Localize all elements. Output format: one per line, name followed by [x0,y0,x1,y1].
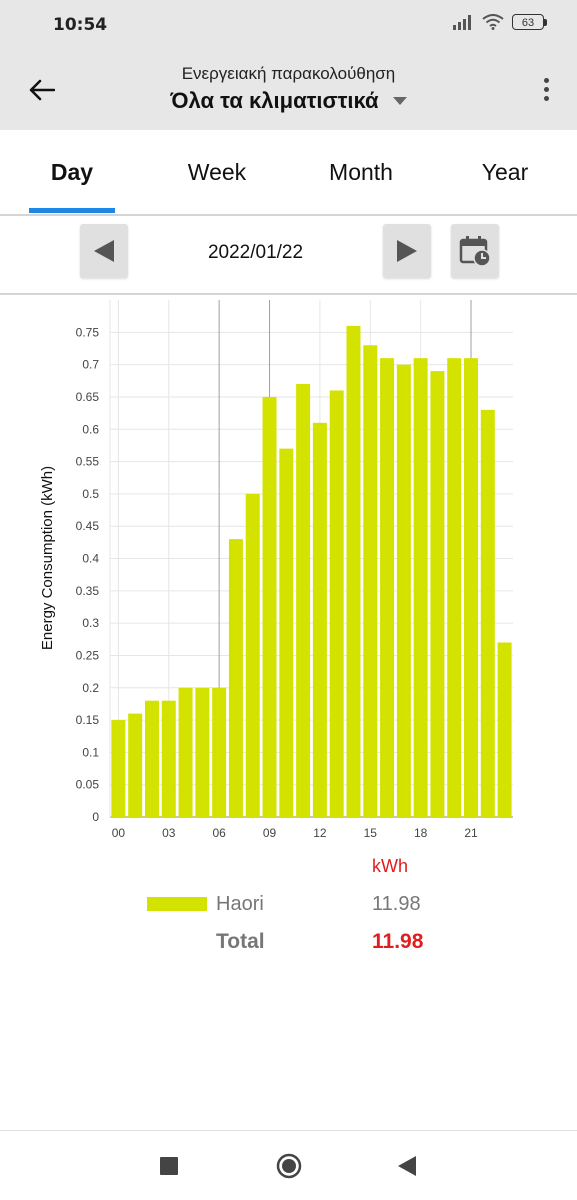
y-tick-label: 0.1 [82,745,99,759]
x-tick-label: 18 [414,826,428,840]
x-tick-label: 03 [162,826,176,840]
y-axis-label: Energy Consumption (kWh) [39,466,56,650]
triangle-right-icon [397,240,417,262]
energy-chart: 0 0.05 0.1 0.15 0.2 0.25 0.3 0.35 0.4 0.45 0.5 0.55… [39,300,513,840]
x-tick-label: 21 [464,826,478,840]
bar[interactable] [178,687,193,817]
bar[interactable] [262,396,277,817]
current-date: 2022/01/22 [207,242,304,263]
y-tick-label: 0.25 [76,648,100,662]
status-bar: 10:54 63 [0,0,577,48]
legend-series-value: 11.98 [372,893,421,915]
legend-swatch [147,897,207,911]
y-tick-label: 0.5 [82,487,99,501]
period-tabs: Day Week Month Year [0,130,577,214]
next-day-button[interactable] [383,224,431,278]
bar[interactable] [396,364,411,817]
bar[interactable] [296,384,311,817]
bar[interactable] [228,539,243,817]
y-tick-label: 0.75 [76,325,100,339]
recents-button[interactable] [154,1151,184,1181]
wifi-icon [482,14,504,30]
bar[interactable] [161,700,176,817]
more-options-button[interactable] [533,72,559,106]
x-tick-label: 12 [313,826,327,840]
square-icon [160,1157,178,1175]
arrow-left-icon [29,79,55,101]
bar[interactable] [111,720,126,817]
bar[interactable] [144,700,159,817]
back-button[interactable] [22,70,62,110]
date-navigator: 2022/01/22 [0,216,577,294]
x-tick-label: 00 [112,826,126,840]
previous-day-button[interactable] [80,224,128,278]
device-selector[interactable]: Όλα τα κλιματιστικά [0,88,577,114]
home-circle-icon [276,1153,302,1179]
triangle-back-icon [398,1156,416,1176]
bar[interactable] [497,642,512,817]
y-tick-label: 0.6 [82,422,99,436]
y-tick-label: 0.45 [76,519,100,533]
header-subtitle: Ενεργειακή παρακολούθηση [181,64,396,83]
y-tick-label: 0.4 [82,552,99,566]
triangle-left-icon [94,240,114,262]
bar[interactable] [380,358,395,817]
tab-year[interactable]: Year [481,158,529,185]
y-tick-label: 0 [92,810,99,824]
tab-month[interactable]: Month [329,158,393,185]
system-navigation-bar [0,1131,577,1200]
y-tick-label: 0.05 [76,778,100,792]
divider [0,214,577,216]
bar[interactable] [279,448,294,817]
y-tick-label: 0.15 [76,713,100,727]
tab-indicator [29,208,115,213]
header-title: Όλα τα κλιματιστικά [170,88,379,113]
bar[interactable] [245,493,260,817]
calendar-button[interactable] [451,224,499,278]
x-tick-label: 09 [263,826,277,840]
x-tick-label: 15 [364,826,378,840]
bar[interactable] [128,713,143,817]
legend-series-name: Haori [216,893,264,915]
y-tick-label: 0.65 [76,390,100,404]
bar[interactable] [413,358,428,817]
status-icons: 63 [452,14,547,30]
total-value: 11.98 [372,930,424,953]
legend-unit: kWh [372,856,408,876]
divider [0,1130,577,1131]
calendar-clock-icon [459,236,491,267]
app-header: Ενεργειακή παρακολούθηση Όλα τα κλιματισ… [0,48,577,130]
bar[interactable] [447,358,462,817]
bar[interactable] [464,358,479,817]
bar[interactable] [312,422,327,817]
status-time: 10:54 [53,15,108,35]
y-tick-label: 0.35 [76,584,100,598]
bar[interactable] [329,390,344,817]
system-back-button[interactable] [392,1151,422,1181]
divider [0,293,577,295]
bar[interactable] [430,371,445,817]
bar[interactable] [363,345,378,817]
y-tick-label: 0.2 [82,681,99,695]
x-tick-label: 06 [212,826,226,840]
bar[interactable] [195,687,210,817]
y-tick-label: 0.3 [82,616,99,630]
bar[interactable] [346,325,361,817]
home-button[interactable] [274,1151,304,1181]
y-tick-label: 0.7 [82,358,99,372]
tab-week[interactable]: Week [187,158,247,185]
battery-level: 63 [512,14,544,30]
tab-day[interactable]: Day [50,158,94,185]
signal-icon [453,15,471,30]
bar[interactable] [480,409,495,817]
bar[interactable] [212,687,227,817]
chevron-down-icon [392,97,407,105]
y-tick-label: 0.55 [76,455,100,469]
total-label: Total [216,930,265,953]
battery-icon: 63 [512,14,547,30]
